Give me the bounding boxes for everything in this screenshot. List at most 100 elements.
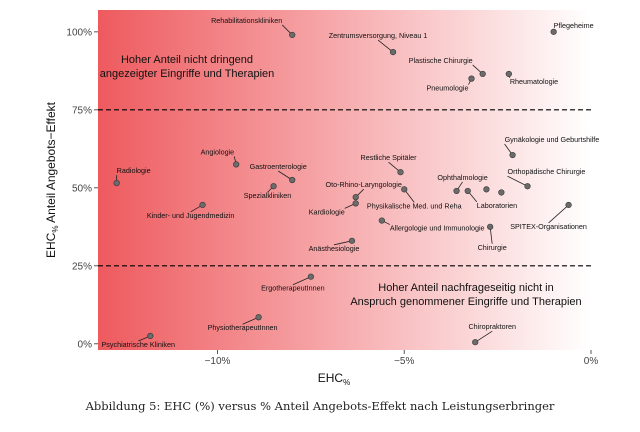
point-label: Oto-Rhino-Laryngologie (326, 180, 402, 189)
point-marker (524, 183, 531, 190)
data-point: Kinder- und Jugendmedizin (147, 201, 235, 220)
data-point (483, 186, 490, 193)
point-label: ErgotherapeutInnen (261, 284, 325, 293)
data-point: Physikalische Med. und Reha (367, 186, 462, 210)
point-label: Allergologie und Immunologie (390, 224, 485, 233)
data-point: Orthopädische Chirurgie (507, 167, 585, 190)
data-point: Anästhesiologie (309, 237, 360, 253)
data-point: Allergologie und Immunologie (378, 217, 485, 233)
point-label: Zentrumsversorgung, Niveau 1 (329, 31, 428, 40)
point-label: Laboratorien (477, 201, 517, 210)
point-marker (483, 186, 490, 193)
data-point: Pneumologie (427, 75, 475, 93)
data-point: Angiologie (201, 147, 240, 168)
point-label: Gynäkologie und Geburtshilfe (505, 135, 600, 144)
x-tick-label: −10% (205, 356, 231, 367)
data-point: SPITEX-Organisationen (510, 201, 587, 231)
y-tick-label: 25% (72, 261, 92, 272)
point-marker (509, 151, 516, 159)
point-label: Plastische Chirurgie (409, 56, 473, 65)
point-marker (401, 186, 408, 193)
point-label: Angiologie (201, 147, 235, 156)
point-marker (233, 161, 240, 168)
data-point: Gynäkologie und Geburtshilfe (504, 135, 600, 159)
data-points: Pflegeheime Rehabilitationskliniken Zentru… (102, 16, 600, 349)
x-tick-label: −5% (394, 356, 414, 367)
y-tick-label: 50% (72, 183, 92, 194)
figure-caption: Abbildung 5: EHC (%) versus % Anteil Ang… (85, 399, 555, 413)
data-point: Radiologie (113, 166, 151, 187)
point-marker (487, 223, 494, 230)
point-label: Kinder- und Jugendmedizin (147, 211, 235, 220)
data-point: Rehabilitationskliniken (211, 16, 296, 39)
leader-line (475, 330, 493, 343)
y-tick-label: 100% (66, 27, 92, 38)
point-marker (348, 237, 356, 244)
leader-line (507, 175, 528, 187)
point-label: Rheumatologie (510, 77, 558, 86)
data-point: Chiropraktoren (468, 322, 516, 346)
data-point: Restliche Spitäler (361, 153, 418, 176)
annotation-top-left-line: angezeigter Eingriffe und Therapien (100, 68, 275, 80)
reference-lines (98, 109, 591, 267)
point-label: Anästhesiologie (309, 244, 360, 253)
data-point (498, 189, 505, 196)
point-marker (199, 201, 206, 209)
point-marker (147, 332, 154, 340)
y-axis-title: EHC% Anteil Angebots−Effekt (44, 101, 60, 258)
annotations: Hoher Anteil nicht dringend angezeigter E… (100, 54, 582, 308)
leader-line (548, 204, 569, 224)
data-point: PhysiotherapeutInnen (208, 314, 278, 332)
annotation-bottom-right-line: Anspruch genommener Eingriffe und Therap… (350, 296, 581, 308)
data-point: Oto-Rhino-Laryngologie (326, 180, 402, 201)
point-marker (352, 200, 359, 207)
data-point: Ophthalmologie (437, 173, 488, 195)
point-marker (352, 194, 359, 201)
y-tick-label: 75% (72, 105, 92, 116)
point-label: Gastroenterologie (250, 162, 307, 171)
scatter-chart: 0% 25% 50% 75% 100% −10% −5% 0% Pflegeheime Reha… (44, 10, 600, 387)
point-marker (255, 314, 262, 321)
point-marker (468, 75, 475, 82)
data-point: ErgotherapeutInnen (261, 273, 325, 293)
point-label: PhysiotherapeutInnen (208, 323, 278, 332)
point-marker (307, 273, 314, 280)
data-point: Psychiatrische Kliniken (102, 332, 176, 349)
plot-background (98, 10, 591, 350)
point-marker (498, 189, 505, 196)
data-point: Plastische Chirurgie (409, 56, 486, 78)
point-marker (550, 28, 557, 35)
point-label: Chirurgie (478, 243, 507, 252)
point-label: Pneumologie (427, 84, 469, 93)
annotation-top-left-line: Hoher Anteil nicht dringend (121, 54, 253, 66)
point-marker (505, 70, 512, 78)
point-label: Chiropraktoren (468, 322, 516, 331)
point-label: Kardiologie (309, 207, 345, 216)
data-point: Pflegeheime (550, 21, 594, 35)
point-label: Restliche Spitäler (361, 153, 418, 162)
point-label: Psychiatrische Kliniken (102, 340, 176, 349)
data-point: Chirurgie (478, 223, 507, 252)
point-marker (378, 217, 385, 224)
data-point: Laboratorien (464, 187, 517, 210)
data-point: Zentrumsversorgung, Niveau 1 (329, 31, 428, 56)
y-tick-label: 0% (78, 339, 93, 350)
point-label: Rehabilitationskliniken (211, 16, 282, 25)
point-marker (565, 201, 572, 209)
annotation-bottom-right-line: Hoher Anteil nachfrageseitig nicht in (378, 282, 554, 294)
point-label: Ophthalmologie (437, 173, 487, 182)
x-axis-title: EHC% (318, 371, 350, 387)
leader-line (377, 39, 394, 53)
axis-ticks: 0% 25% 50% 75% 100% −10% −5% 0% (66, 27, 598, 367)
point-label: Spezialkliniken (244, 191, 292, 200)
point-marker (389, 49, 397, 56)
data-point: Rheumatologie (505, 70, 558, 86)
point-marker (472, 339, 479, 346)
point-marker (270, 183, 277, 190)
point-marker (397, 169, 404, 176)
data-point: Spezialkliniken (244, 183, 292, 200)
point-label: Physikalische Med. und Reha (367, 201, 462, 210)
point-marker (289, 176, 296, 184)
x-tick-label: 0% (584, 356, 599, 367)
leader-line (292, 276, 312, 286)
